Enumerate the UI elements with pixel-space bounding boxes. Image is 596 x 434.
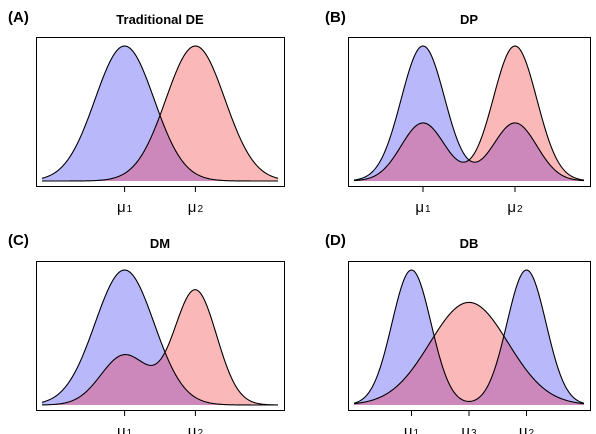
x-tick-label: μ2	[188, 199, 204, 216]
x-tick-label: μ1	[117, 423, 133, 434]
x-tick-label: μ1	[404, 423, 420, 434]
panel-title: DP	[460, 12, 478, 27]
density-curve-blue	[41, 269, 278, 406]
density-curve-red	[353, 45, 585, 182]
density-overlap-area	[354, 336, 584, 405]
x-tick-label: μ3	[461, 423, 477, 434]
panel-letter: (A)	[8, 9, 29, 26]
density-area-red	[42, 46, 278, 181]
panel-title: DM	[150, 236, 170, 251]
plot-frame	[36, 261, 285, 411]
panel-title: DB	[460, 236, 479, 251]
x-tick-label: μ2	[519, 423, 535, 434]
panel-letter: (B)	[325, 9, 346, 26]
panel-b: μ1 μ2 (B) DP	[325, 9, 591, 216]
x-tick-label: μ2	[188, 423, 204, 434]
density-overlap-area	[354, 122, 584, 181]
panel-c: μ1 μ2 (C) DM	[8, 232, 285, 434]
plot-frame	[348, 37, 591, 187]
density-area-blue	[42, 46, 278, 181]
density-area-blue	[42, 270, 278, 405]
panel-title: Traditional DE	[116, 12, 204, 27]
panel-a: μ1 μ2 (A) Traditional DE	[8, 9, 285, 216]
density-curve-red	[41, 289, 279, 406]
panel-letter: (D)	[325, 232, 346, 249]
plot-frame	[36, 37, 285, 187]
density-overlap-area	[42, 115, 278, 181]
x-tick-label: μ1	[415, 199, 431, 216]
density-curve-red	[353, 301, 585, 405]
x-tick-label: μ1	[117, 199, 133, 216]
density-curve-blue	[353, 269, 585, 404]
panel-d: μ1 μ3 μ2 (D) DB	[325, 232, 591, 434]
density-overlap-area	[42, 352, 278, 405]
x-tick-label: μ2	[507, 199, 523, 216]
panel-letter: (C)	[8, 232, 29, 249]
density-curve-red	[42, 45, 279, 182]
